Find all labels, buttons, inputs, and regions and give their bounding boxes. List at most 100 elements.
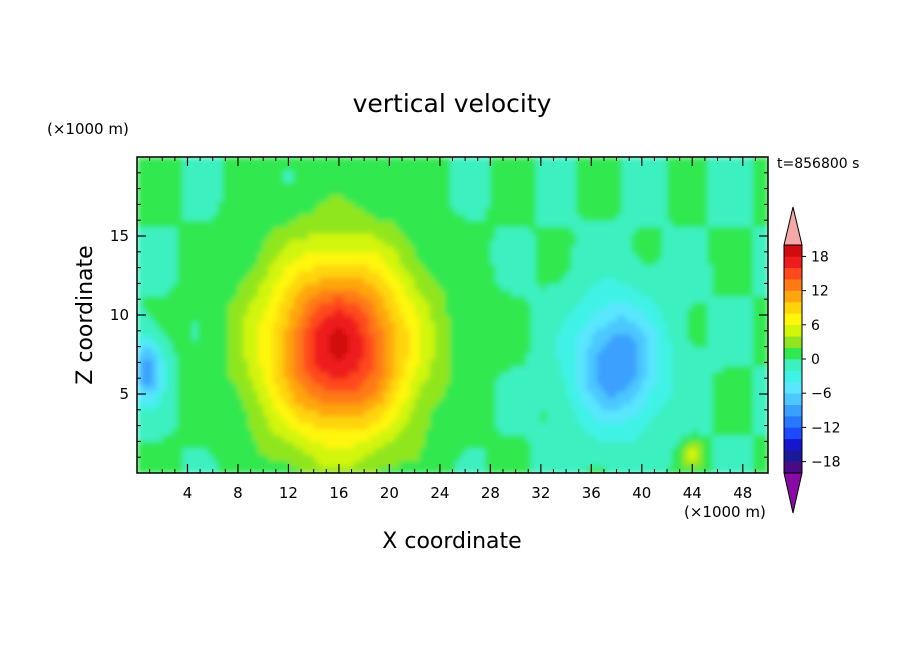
field-cell xyxy=(243,283,249,291)
field-cell xyxy=(389,213,396,221)
field-cell xyxy=(232,213,239,221)
field-cell xyxy=(444,333,451,341)
field-cell xyxy=(283,333,290,341)
field-cell xyxy=(222,302,229,310)
field-cell xyxy=(167,270,173,278)
field-cell xyxy=(510,435,517,442)
field-cell xyxy=(505,384,512,392)
field-cell xyxy=(374,428,380,436)
field-cell xyxy=(571,194,577,202)
field-cell xyxy=(273,289,279,297)
field-cell xyxy=(520,403,527,411)
field-cell xyxy=(525,365,532,373)
field-cell xyxy=(172,226,178,234)
field-cell xyxy=(510,315,517,322)
field-cell xyxy=(157,466,163,473)
field-cell xyxy=(561,327,567,335)
field-cell xyxy=(253,308,259,316)
field-cell xyxy=(273,359,279,367)
field-cell xyxy=(343,182,350,190)
field-cell xyxy=(202,346,209,354)
field-cell xyxy=(566,163,572,171)
field-cell xyxy=(298,264,305,272)
field-cell xyxy=(631,435,638,442)
field-cell xyxy=(283,220,290,228)
field-cell xyxy=(142,340,148,348)
field-cell xyxy=(293,283,300,291)
field-cell xyxy=(520,220,527,228)
field-cell xyxy=(147,384,153,392)
field-cell xyxy=(207,340,214,348)
field-cell xyxy=(222,163,229,171)
field-cell xyxy=(278,371,284,379)
field-cell xyxy=(444,321,451,329)
field-cell xyxy=(207,239,214,247)
field-cell xyxy=(152,289,158,297)
field-cell xyxy=(222,321,229,329)
field-cell xyxy=(152,327,158,335)
field-cell xyxy=(525,258,532,266)
field-cell xyxy=(520,213,527,221)
field-cell xyxy=(303,416,310,424)
field-cell xyxy=(278,352,284,360)
field-cell xyxy=(212,447,219,455)
field-cell xyxy=(545,169,552,177)
field-cell xyxy=(237,365,244,373)
field-cell xyxy=(439,378,446,386)
field-cell xyxy=(591,352,597,360)
field-cell xyxy=(243,245,249,253)
field-cell xyxy=(434,435,441,442)
field-cell xyxy=(631,182,638,190)
field-cell xyxy=(217,220,224,228)
field-cell xyxy=(217,340,224,348)
field-cell xyxy=(475,403,481,411)
field-cell xyxy=(212,403,219,411)
field-cell xyxy=(399,258,406,266)
field-cell xyxy=(444,340,451,348)
field-cell xyxy=(263,232,269,240)
field-cell xyxy=(601,296,608,303)
field-cell xyxy=(248,352,254,360)
field-cell xyxy=(596,315,603,322)
field-cell xyxy=(147,175,153,183)
field-cell xyxy=(449,359,456,367)
field-cell xyxy=(162,194,168,202)
field-cell xyxy=(424,213,431,221)
field-cell xyxy=(394,213,401,221)
field-cell xyxy=(369,277,375,284)
field-cell xyxy=(288,378,295,386)
field-cell xyxy=(182,201,189,209)
field-cell xyxy=(475,416,481,424)
field-cell xyxy=(555,403,562,411)
field-cell xyxy=(394,435,401,442)
field-cell xyxy=(349,441,355,449)
field-cell xyxy=(288,435,295,442)
field-cell xyxy=(444,194,451,202)
field-cell xyxy=(328,397,335,405)
field-cell xyxy=(349,302,355,310)
field-cell xyxy=(308,371,315,379)
field-cell xyxy=(182,454,189,461)
field-cell xyxy=(268,409,274,417)
field-cell xyxy=(460,157,466,164)
field-cell xyxy=(414,163,421,171)
field-cell xyxy=(157,352,163,360)
field-cell xyxy=(606,283,613,291)
field-cell xyxy=(399,182,406,190)
field-cell xyxy=(187,194,194,202)
field-cell xyxy=(303,201,310,209)
field-cell xyxy=(243,264,249,272)
field-cell xyxy=(636,232,643,240)
field-cell xyxy=(248,327,254,335)
field-cell xyxy=(187,390,194,398)
field-cell xyxy=(328,169,335,177)
field-cell xyxy=(374,327,380,335)
field-cell xyxy=(475,213,481,221)
field-cell xyxy=(480,283,486,291)
field-cell xyxy=(273,308,279,316)
field-cell xyxy=(263,454,269,461)
field-cell xyxy=(333,365,340,373)
field-cell xyxy=(515,277,522,284)
field-cell xyxy=(414,403,421,411)
field-cell xyxy=(177,371,184,379)
